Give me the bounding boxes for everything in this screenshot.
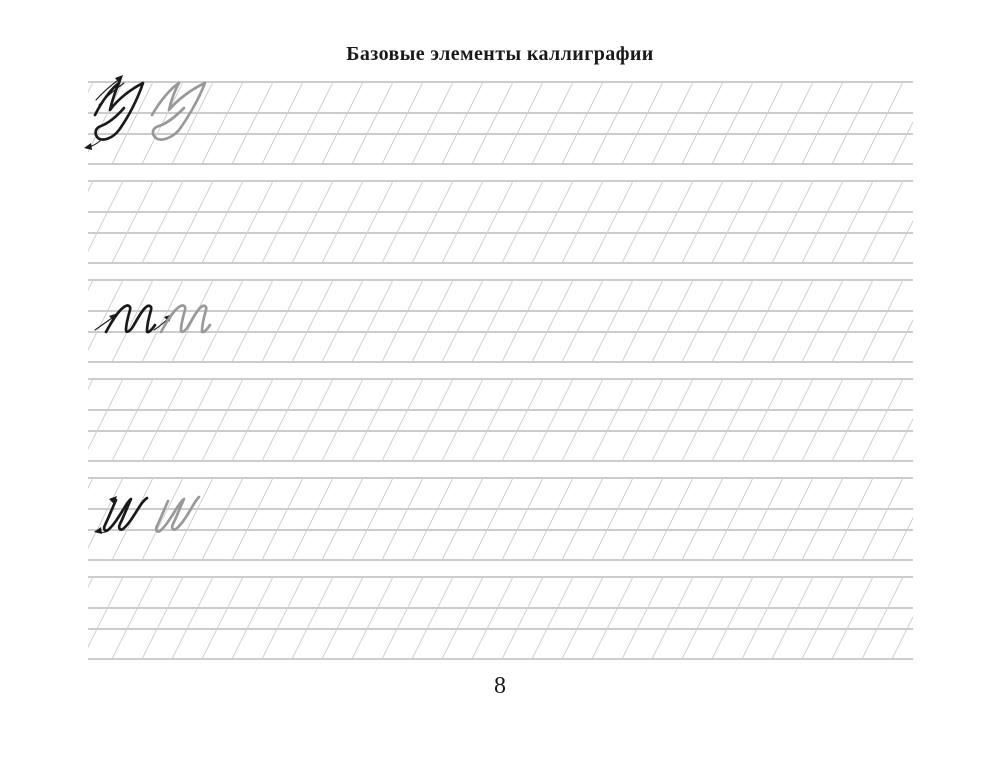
stroke-direction-arrow: [109, 496, 117, 504]
stroke-direction-arrow: [94, 527, 102, 534]
slant-guidelines: [88, 478, 913, 560]
slant-guidelines: [88, 82, 913, 164]
sample-loop-descender-black: [84, 75, 145, 150]
slant-guidelines: [88, 280, 913, 362]
sample-strokes: [84, 75, 212, 534]
slant-guidelines: [88, 181, 913, 263]
slant-guidelines: [88, 577, 913, 659]
stroke-direction-arrow: [109, 313, 118, 321]
sample-hook-understroke-gray: [154, 495, 201, 533]
practice-band-4-ruling: [88, 378, 913, 462]
practice-band-3-ruling: [88, 279, 913, 363]
sample-hook-understroke-black: [94, 496, 149, 534]
practice-band-1-ruling: [88, 81, 913, 165]
stroke-direction-arrow: [115, 75, 123, 84]
stroke-direction-arrow: [84, 143, 92, 150]
slant-guidelines: [88, 379, 913, 461]
practice-band-5-ruling: [88, 477, 913, 561]
practice-band-6-ruling: [88, 576, 913, 660]
sample-double-arch-wave-gray: [159, 304, 212, 334]
page-number: 8: [494, 673, 506, 699]
sample-loop-descender-gray: [150, 81, 207, 141]
page-title: Базовые элементы каллиграфии: [346, 43, 654, 65]
practice-band-2-ruling: [88, 180, 913, 264]
